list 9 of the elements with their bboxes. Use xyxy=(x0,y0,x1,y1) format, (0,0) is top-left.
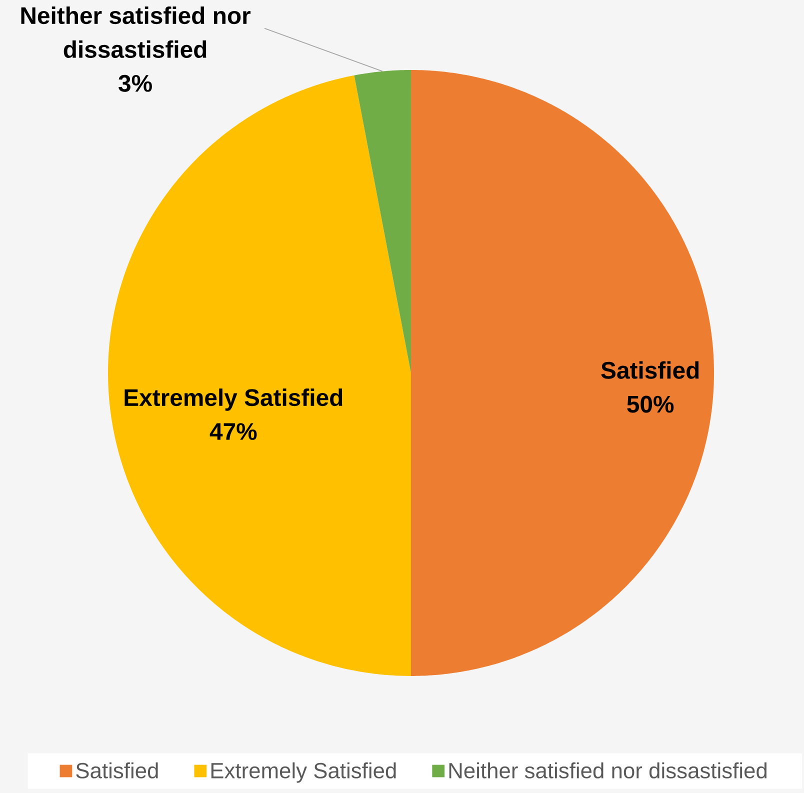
data-label: 3% xyxy=(118,74,152,92)
data-label: 47% xyxy=(210,423,257,440)
legend-label: Satisfied xyxy=(76,762,158,778)
legend-label: Neither satisfied nor dissastisfied xyxy=(449,762,767,778)
data-label: 50% xyxy=(627,396,674,413)
slice-label: Extremely Satisfied xyxy=(124,388,342,411)
slice-label: Satisfied xyxy=(601,361,699,379)
slice-label: Neither satisfied nor dissastisfied xyxy=(21,6,250,58)
legend-label: Extremely Satisfied xyxy=(211,762,396,783)
